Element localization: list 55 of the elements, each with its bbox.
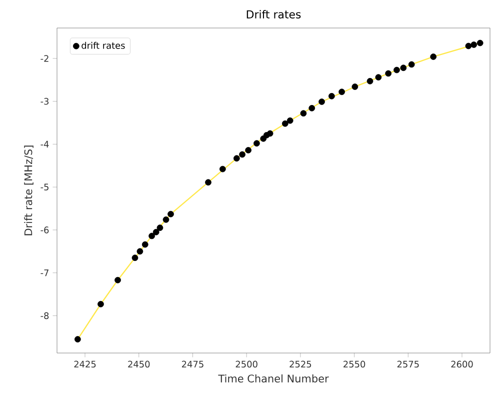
point	[318, 98, 325, 105]
point	[239, 151, 246, 158]
point	[328, 92, 335, 100]
x-axis-title: Time Chanel Number	[218, 374, 329, 382]
point	[408, 61, 415, 68]
point	[245, 147, 252, 154]
x-tick-label: 2600	[451, 360, 473, 368]
point	[476, 40, 484, 46]
x-tick-label: 2550	[344, 360, 366, 368]
point	[98, 300, 104, 308]
point	[375, 74, 382, 80]
y-tick-label: -6	[40, 226, 49, 234]
point	[142, 241, 148, 248]
point	[338, 88, 345, 96]
point	[136, 248, 144, 255]
point	[254, 140, 260, 147]
point	[394, 66, 400, 74]
point	[152, 228, 160, 236]
point	[366, 78, 374, 84]
point	[470, 42, 478, 48]
point	[168, 210, 174, 218]
point	[205, 179, 212, 186]
x-tick-label: 2475	[182, 360, 204, 368]
point	[156, 224, 164, 231]
x-tick-label: 2450	[128, 360, 150, 368]
y-tick-label: -5	[40, 184, 48, 190]
x-tick-label: 2525	[290, 360, 312, 368]
point	[352, 84, 358, 90]
y-tick-label: -7	[40, 270, 48, 276]
point	[74, 336, 81, 342]
y-tick-label: -2	[40, 55, 48, 62]
point	[114, 276, 121, 284]
point	[385, 70, 392, 77]
point	[233, 155, 240, 162]
chart-title: Drift rates	[246, 10, 301, 18]
point	[300, 110, 307, 117]
y-tick-label: -4	[40, 140, 49, 148]
y-tick-label: -3	[40, 98, 49, 105]
point	[286, 117, 294, 124]
x-tick-label: 2425	[74, 360, 96, 368]
point	[282, 120, 288, 127]
y-axis-title: Drift rate [MHz/S]	[24, 146, 34, 236]
point	[430, 54, 437, 60]
point	[132, 254, 138, 261]
point	[400, 64, 407, 72]
point	[266, 130, 274, 137]
point	[465, 42, 472, 50]
point	[148, 232, 155, 240]
point	[219, 166, 226, 172]
point	[162, 216, 170, 223]
point	[308, 104, 316, 112]
x-tick-label: 2500	[236, 360, 258, 368]
legend-label: drift rates	[82, 42, 125, 49]
x-tick-label: 2575	[397, 360, 419, 368]
y-tick-label: -8	[40, 312, 49, 320]
